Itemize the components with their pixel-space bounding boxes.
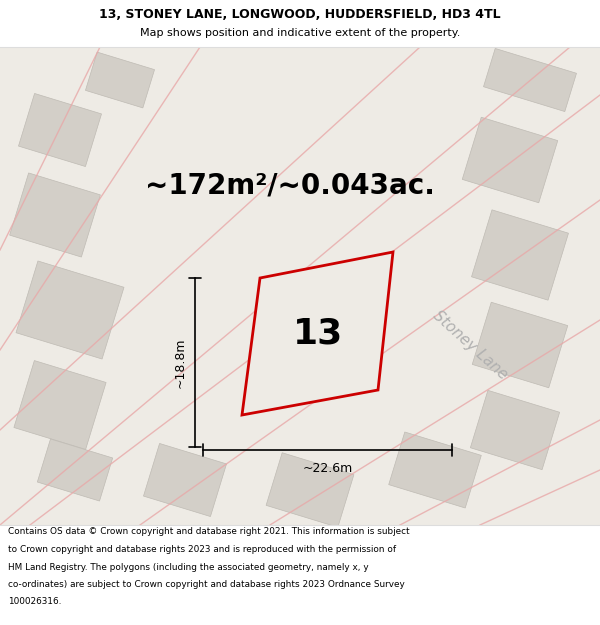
Text: Contains OS data © Crown copyright and database right 2021. This information is : Contains OS data © Crown copyright and d… [8, 528, 410, 536]
Polygon shape [10, 173, 100, 257]
Polygon shape [143, 444, 227, 516]
Text: ~18.8m: ~18.8m [174, 338, 187, 388]
Bar [0, 525, 600, 625]
Text: HM Land Registry. The polygons (including the associated geometry, namely x, y: HM Land Registry. The polygons (includin… [8, 562, 368, 571]
Bar [0, 0, 600, 47]
Text: ~172m²/~0.043ac.: ~172m²/~0.043ac. [145, 171, 435, 199]
Polygon shape [37, 439, 113, 501]
Bar [0, 47, 600, 525]
Polygon shape [472, 210, 568, 300]
Polygon shape [85, 52, 155, 108]
Text: Map shows position and indicative extent of the property.: Map shows position and indicative extent… [140, 28, 460, 38]
Polygon shape [266, 452, 354, 528]
Polygon shape [14, 361, 106, 449]
Text: 13, STONEY LANE, LONGWOOD, HUDDERSFIELD, HD3 4TL: 13, STONEY LANE, LONGWOOD, HUDDERSFIELD,… [99, 9, 501, 21]
Polygon shape [470, 391, 560, 469]
Polygon shape [389, 432, 481, 508]
Text: to Crown copyright and database rights 2023 and is reproduced with the permissio: to Crown copyright and database rights 2… [8, 545, 396, 554]
Text: Stoney Lane: Stoney Lane [430, 308, 510, 382]
Polygon shape [242, 252, 393, 415]
Text: co-ordinates) are subject to Crown copyright and database rights 2023 Ordnance S: co-ordinates) are subject to Crown copyr… [8, 580, 405, 589]
Text: 100026316.: 100026316. [8, 598, 61, 606]
Text: 13: 13 [293, 317, 343, 351]
Polygon shape [16, 261, 124, 359]
Polygon shape [484, 49, 577, 111]
Polygon shape [19, 94, 101, 166]
Text: ~22.6m: ~22.6m [302, 461, 353, 474]
Polygon shape [472, 302, 568, 388]
Polygon shape [462, 118, 558, 202]
